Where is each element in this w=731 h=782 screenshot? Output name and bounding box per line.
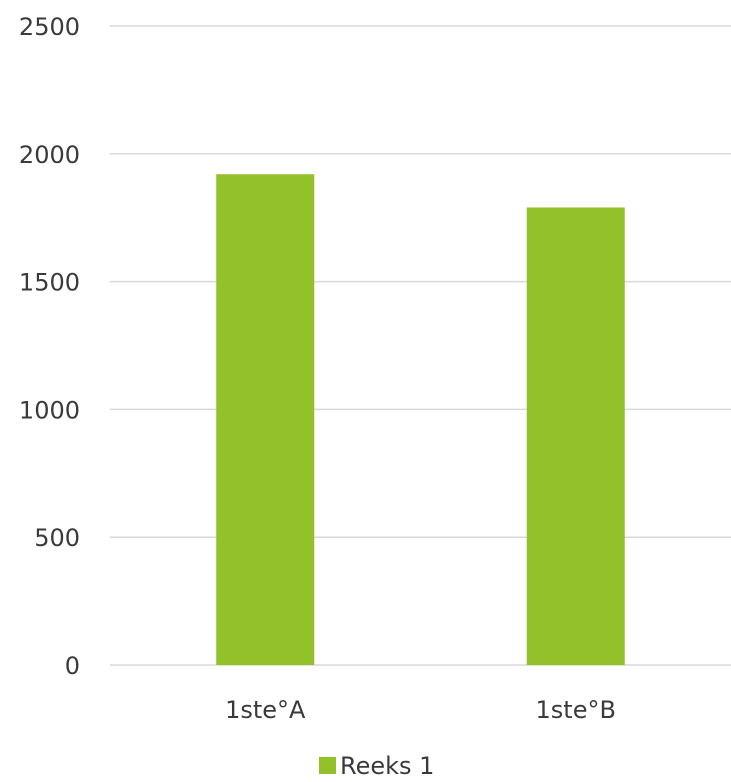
legend-swatch: [319, 757, 336, 774]
legend-label: Reeks 1: [340, 752, 434, 780]
y-tick-label: 2000: [19, 141, 80, 169]
x-axis-tick-labels: 1ste°A 1ste°B: [225, 696, 616, 724]
y-tick-label: 1500: [19, 269, 80, 297]
y-tick-label: 2500: [19, 13, 80, 41]
y-tick-label: 1000: [19, 396, 80, 424]
gridlines: [110, 25, 731, 666]
x-tick-label: 1ste°B: [536, 696, 616, 724]
legend: Reeks 1: [319, 752, 434, 780]
y-tick-label: 500: [34, 524, 80, 552]
y-axis-tick-labels: 0 500 1000 1500 2000 2500: [19, 13, 80, 680]
bar: [216, 174, 315, 666]
x-tick-label: 1ste°A: [225, 696, 306, 724]
bar: [526, 207, 625, 665]
y-tick-label: 0: [65, 652, 80, 680]
bars: [216, 174, 625, 666]
